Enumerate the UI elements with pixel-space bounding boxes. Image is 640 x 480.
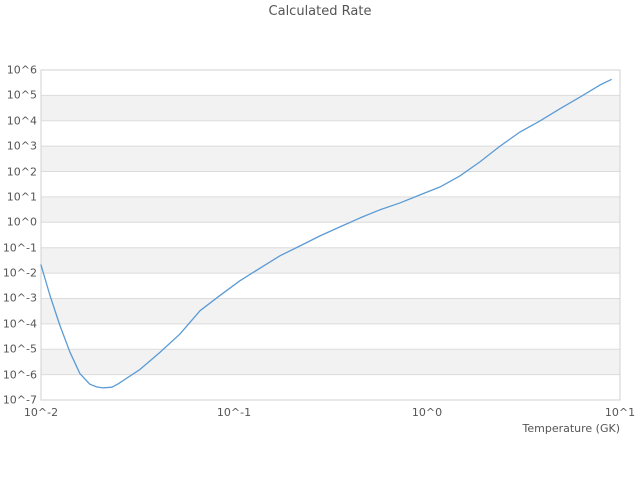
y-tick-label: 10^-5 [2,342,37,356]
y-tick-label: 10^-2 [2,266,37,280]
decade-band [41,273,620,299]
x-tick-label: 10^-1 [216,406,252,419]
decade-band [41,323,620,350]
y-tick-label: 10^3 [6,139,37,153]
x-axis-title: Temperature (GK) [522,422,621,435]
decade-band [41,247,620,274]
decade-band [41,349,620,375]
y-tick-label: 10^4 [6,114,37,128]
y-tick-label: 10^-4 [2,317,37,331]
decade-band [41,374,620,400]
y-tick-label: 10^-3 [2,291,37,305]
rate-curve [40,78,612,389]
y-tick-label: 10^2 [6,165,37,179]
y-tick-label: 10^1 [6,190,37,204]
decade-band [41,146,620,172]
plot-border [40,69,621,401]
x-tick-label: 10^-2 [23,406,59,419]
y-tick-label: 10^-1 [2,241,37,255]
decade-band [41,70,620,96]
y-tick-label: 10^-6 [2,368,37,382]
y-tick-label: 10^5 [6,88,37,102]
y-tick-label: 10^6 [6,63,37,77]
decade-band [41,222,620,248]
decade-band [41,171,620,197]
y-tick-label: 10^0 [6,215,37,229]
decade-band [41,120,620,147]
x-tick-label: 10^1 [604,406,636,419]
decade-band [41,196,620,223]
y-tick-label: 10^-7 [2,393,37,407]
x-tick-label: 10^0 [411,406,443,419]
decade-band [41,95,620,121]
chart-title: Calculated Rate [268,4,372,19]
decade-band [41,298,620,324]
